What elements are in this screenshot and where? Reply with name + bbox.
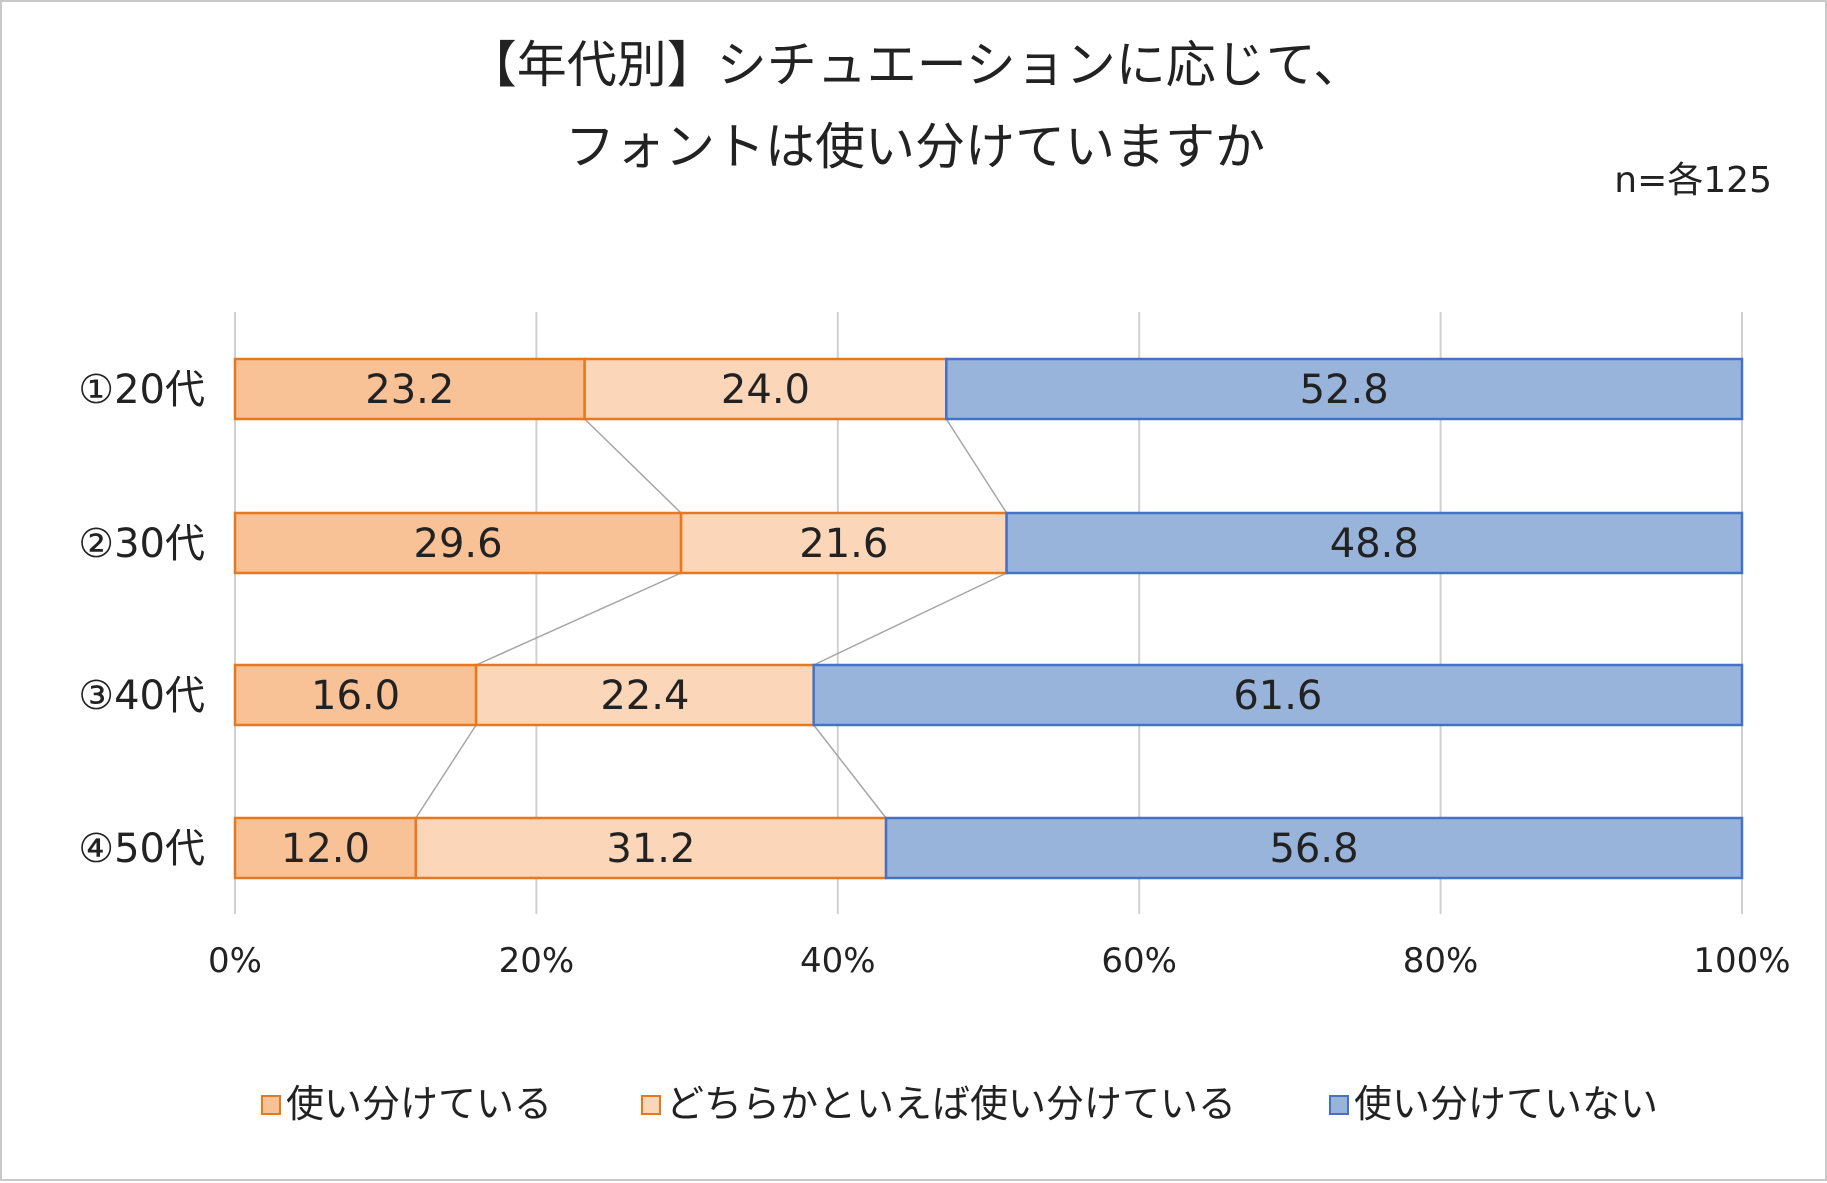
x-tick-label: 100%: [1693, 941, 1790, 981]
series-connector-line: [945, 418, 1008, 514]
data-label: 23.2: [365, 367, 454, 413]
series-connector-line: [415, 724, 477, 819]
data-label: 22.4: [600, 673, 689, 719]
legend-swatch: [641, 1095, 661, 1115]
x-tick-label: 0%: [208, 941, 262, 981]
legend-swatch: [1329, 1095, 1349, 1115]
bar-segment: [474, 663, 815, 727]
data-label: 16.0: [311, 673, 400, 719]
legend-label: どちらかといえば使い分けている: [666, 1082, 1236, 1126]
sample-size-note: n=各125: [1614, 160, 1772, 201]
bar-segment: [233, 511, 683, 575]
data-label: 12.0: [281, 826, 370, 872]
bar-segment: [884, 816, 1744, 880]
x-tick-label: 20%: [499, 941, 575, 981]
data-label: 21.6: [799, 521, 888, 567]
legend: 使い分けている どちらかといえば使い分けている 使い分けていない: [261, 1082, 1658, 1126]
bar-segment: [945, 357, 1744, 421]
bar-segment: [233, 816, 418, 880]
series-connector-line: [584, 418, 682, 514]
category-label: ②30代: [78, 521, 205, 567]
x-tick-label: 60%: [1101, 941, 1177, 981]
category-label: ③40代: [78, 673, 205, 719]
data-label: 31.2: [606, 826, 695, 872]
data-label: 29.6: [414, 521, 503, 567]
chart-title-line-2: フォントは使い分けていますか: [565, 118, 1265, 176]
series-connector-line: [813, 572, 1007, 666]
data-label: 61.6: [1233, 673, 1322, 719]
x-tick-label: 80%: [1403, 941, 1479, 981]
series-connector-line: [813, 724, 887, 819]
bar-segment: [1005, 511, 1744, 575]
bar-segment: [414, 816, 888, 880]
chart-text: 【年代別】シチュエーションに応じて、 フォントは使い分けていますか n=各125…: [78, 36, 1772, 872]
x-axis-ticks: 0% 20% 40% 60% 80% 100%: [208, 941, 1791, 981]
data-label: 24.0: [721, 367, 810, 413]
bar-segment: [679, 511, 1008, 575]
bar-segment: [233, 663, 478, 727]
data-label: 48.8: [1330, 521, 1419, 567]
legend-label: 使い分けていない: [1354, 1082, 1658, 1126]
bar-segment: [233, 357, 586, 421]
x-tick-label: 40%: [800, 941, 876, 981]
category-label: ④50代: [78, 826, 205, 872]
chart-title-line-1: 【年代別】シチュエーションに応じて、: [467, 36, 1364, 94]
category-label: ①20代: [78, 367, 205, 413]
bars: 23.2 24.0 52.8 29.6 21.6 48.8 16.0 22.4 61.6 12.0…: [233, 357, 1744, 880]
bar-segment: [812, 663, 1744, 727]
data-label: 56.8: [1269, 826, 1358, 872]
series-connector-line: [475, 572, 682, 666]
series-lines: [415, 418, 1008, 819]
legend-label: 使い分けている: [286, 1082, 552, 1126]
data-label: 52.8: [1300, 367, 1389, 413]
legend-swatch: [261, 1095, 281, 1115]
